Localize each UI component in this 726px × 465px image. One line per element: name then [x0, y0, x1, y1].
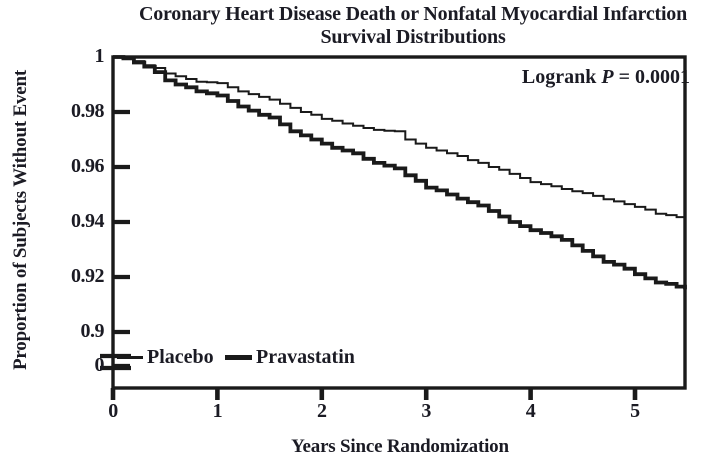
x-tick-label: 2 — [317, 400, 327, 422]
logrank-text: Logrank — [521, 66, 602, 88]
pravastatin-curve — [113, 55, 687, 290]
y-tick-label: 0.94 — [71, 210, 105, 232]
y-tick-label: 0.9 — [80, 320, 105, 342]
logrank-value: = 0.0001 — [613, 66, 690, 88]
legend-label-placebo: Placebo — [147, 346, 214, 368]
logrank-annotation: Logrank P = 0.0001 — [390, 66, 690, 89]
legend-label-pravastatin: Pravastatin — [256, 346, 355, 368]
y-tick-label: 0.92 — [71, 265, 105, 287]
pravastatin-line-sample-icon — [225, 355, 252, 360]
plot-frame — [111, 55, 687, 390]
chart-title-line-2: Survival Distributions — [320, 26, 506, 48]
x-tick-label: 3 — [421, 400, 431, 422]
x-tick-label: 5 — [630, 400, 640, 422]
placebo-line-sample-icon — [117, 356, 143, 359]
logrank-p-symbol: P — [601, 66, 614, 88]
y-axis-ticks — [113, 109, 130, 369]
x-axis-ticks — [110, 388, 638, 400]
x-tick-label: 1 — [212, 400, 223, 422]
y-tick-label: 0.98 — [71, 100, 105, 122]
y-tick-label: 1 — [94, 45, 105, 67]
y-tick-label: 0 — [94, 354, 105, 376]
x-tick-label: 4 — [525, 400, 536, 422]
y-tick-label: 0.96 — [71, 155, 105, 177]
placebo-curve — [113, 56, 686, 219]
x-axis-title: Years Since Randomization — [291, 436, 509, 457]
chart-title-line-1: Coronary Heart Disease Death or Nonfatal… — [138, 3, 688, 25]
x-tick-label: 0 — [108, 400, 118, 422]
